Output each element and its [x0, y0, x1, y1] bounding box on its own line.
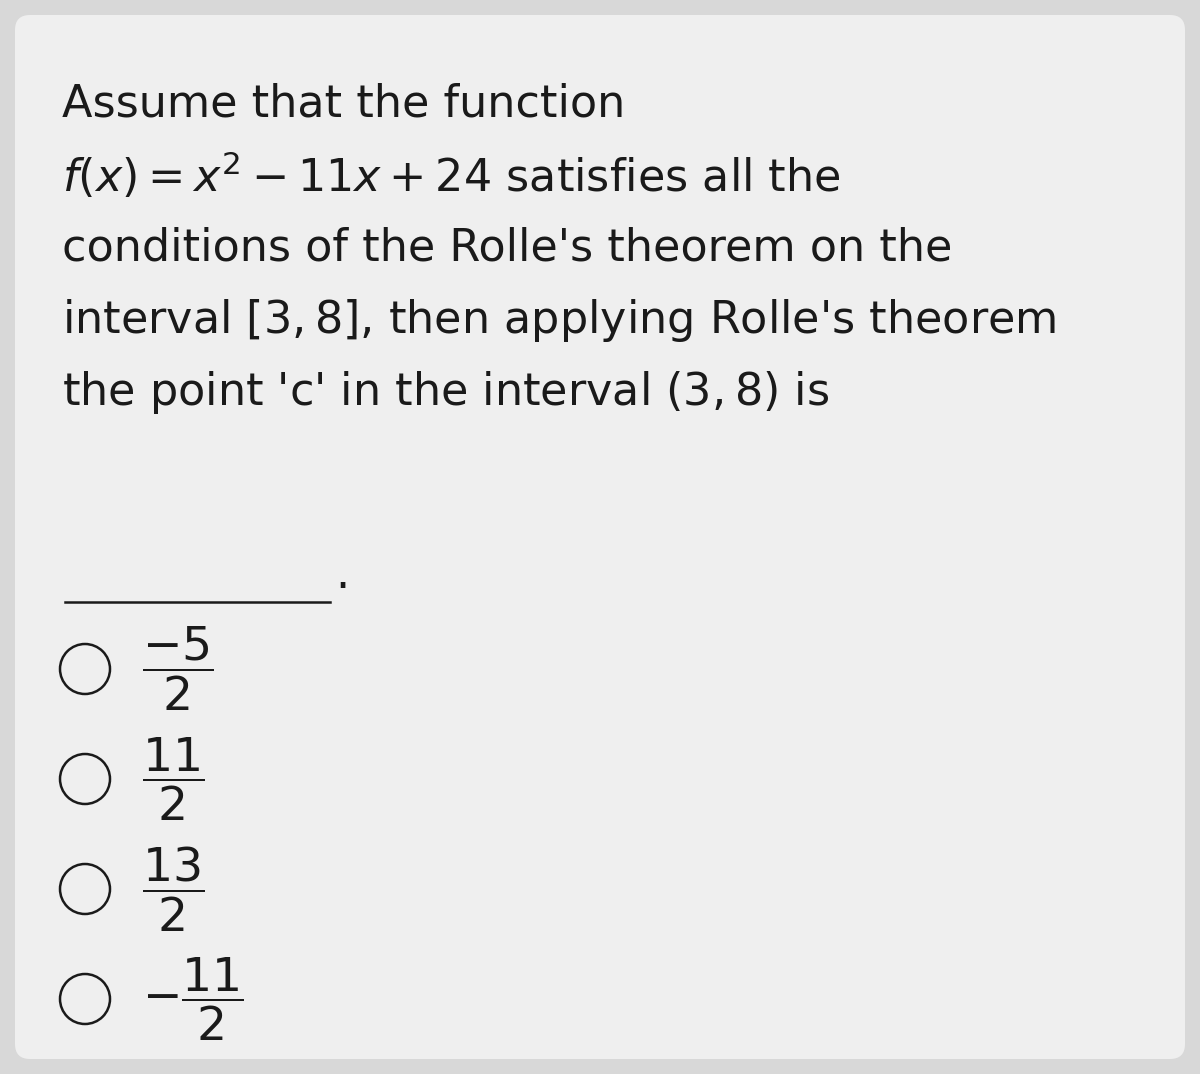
FancyBboxPatch shape — [14, 15, 1186, 1059]
Text: $\dfrac{11}{2}$: $\dfrac{11}{2}$ — [142, 735, 204, 823]
Text: $-\dfrac{11}{2}$: $-\dfrac{11}{2}$ — [142, 955, 244, 1043]
Text: interval $[3, 8]$, then applying Rolle's theorem: interval $[3, 8]$, then applying Rolle's… — [62, 296, 1056, 344]
Text: $\dfrac{13}{2}$: $\dfrac{13}{2}$ — [142, 844, 204, 934]
Text: .: . — [335, 554, 349, 597]
Text: Assume that the function: Assume that the function — [62, 83, 625, 126]
Text: $\dfrac{-5}{2}$: $\dfrac{-5}{2}$ — [142, 625, 214, 713]
Text: $f(x) = x^2 - 11x + 24$ satisfies all the: $f(x) = x^2 - 11x + 24$ satisfies all th… — [62, 150, 841, 201]
Text: the point 'c' in the interval $(3, 8)$ is: the point 'c' in the interval $(3, 8)$ i… — [62, 368, 829, 416]
Text: conditions of the Rolle's theorem on the: conditions of the Rolle's theorem on the — [62, 227, 953, 270]
